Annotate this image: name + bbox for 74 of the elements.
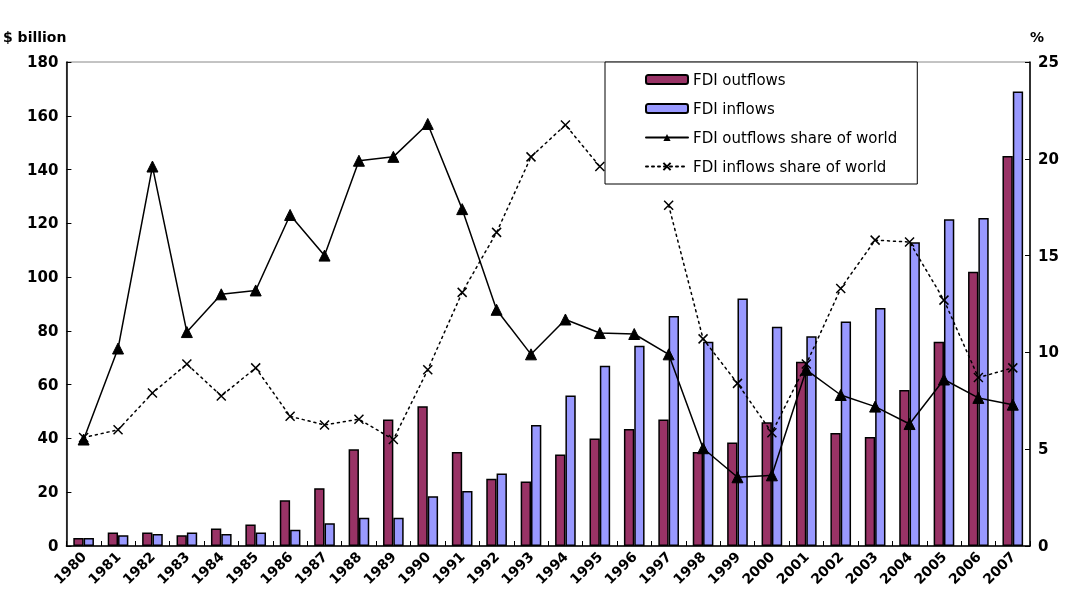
y-tick-label: 180: [27, 53, 59, 71]
point: [456, 287, 468, 298]
point: [215, 288, 228, 301]
point: [801, 358, 812, 370]
point: [732, 378, 743, 389]
point: [766, 427, 778, 438]
y-tick-label: 20: [37, 483, 59, 502]
point: [387, 150, 400, 163]
point: [112, 424, 124, 436]
point: [491, 227, 502, 238]
point: [835, 283, 846, 294]
point: [319, 419, 330, 431]
point: [525, 348, 537, 361]
point: [388, 434, 399, 445]
y2-tick-label: 20: [1038, 149, 1059, 168]
legend-label: FDI inflows share of world: [693, 157, 887, 176]
point: [250, 362, 261, 374]
legend-label: FDI inflows: [693, 99, 775, 118]
point: [284, 208, 297, 221]
y2-tick-label: 25: [1038, 53, 1059, 71]
point: [525, 151, 537, 163]
point: [594, 161, 606, 172]
point: [249, 284, 262, 297]
point: [731, 471, 744, 484]
y-tick-label: 80: [37, 321, 59, 340]
point: [112, 342, 125, 355]
point: [284, 411, 296, 422]
y-axis-title: $ billion: [3, 29, 67, 45]
point: [972, 391, 985, 404]
point: [869, 400, 882, 413]
point: [559, 313, 572, 326]
point: [904, 236, 915, 248]
point: [903, 418, 916, 431]
point: [216, 390, 227, 402]
y-tick-label: 120: [27, 214, 59, 233]
point: [560, 119, 571, 131]
y-tick-label: 160: [27, 106, 59, 125]
point: [938, 294, 950, 306]
y-tick-label: 140: [27, 160, 59, 179]
point: [456, 203, 469, 216]
legend-label: FDI outflows share of world: [693, 128, 898, 147]
y2-tick-label: 15: [1038, 246, 1059, 265]
point: [697, 442, 710, 455]
point: [146, 160, 159, 173]
point: [765, 469, 778, 482]
point: [147, 387, 158, 399]
point: [869, 234, 881, 246]
point: [834, 388, 847, 401]
point: [1006, 398, 1019, 411]
point: [662, 348, 675, 361]
point: [422, 364, 434, 376]
point: [180, 326, 193, 339]
point: [937, 373, 950, 386]
point: [973, 372, 984, 383]
point: [1007, 362, 1019, 374]
y-tick-label: 60: [37, 375, 59, 394]
y-tick-label: 100: [27, 268, 59, 287]
point: [593, 327, 606, 340]
point: [663, 200, 674, 211]
y2-tick-label: 10: [1038, 343, 1059, 362]
y-tick-label: 0: [47, 537, 59, 555]
y2-tick-label: 0: [1038, 537, 1049, 555]
point: [318, 249, 331, 262]
point: [421, 117, 434, 130]
point: [181, 358, 193, 370]
y2-axis-title: %: [1030, 29, 1045, 45]
point: [697, 333, 709, 345]
point: [353, 413, 365, 425]
point: [490, 303, 503, 316]
y2-tick-label: 5: [1038, 440, 1049, 459]
legend-label: FDI outflows: [693, 70, 786, 89]
y-tick-label: 40: [37, 429, 59, 448]
point: [628, 328, 641, 341]
point: [352, 154, 365, 167]
